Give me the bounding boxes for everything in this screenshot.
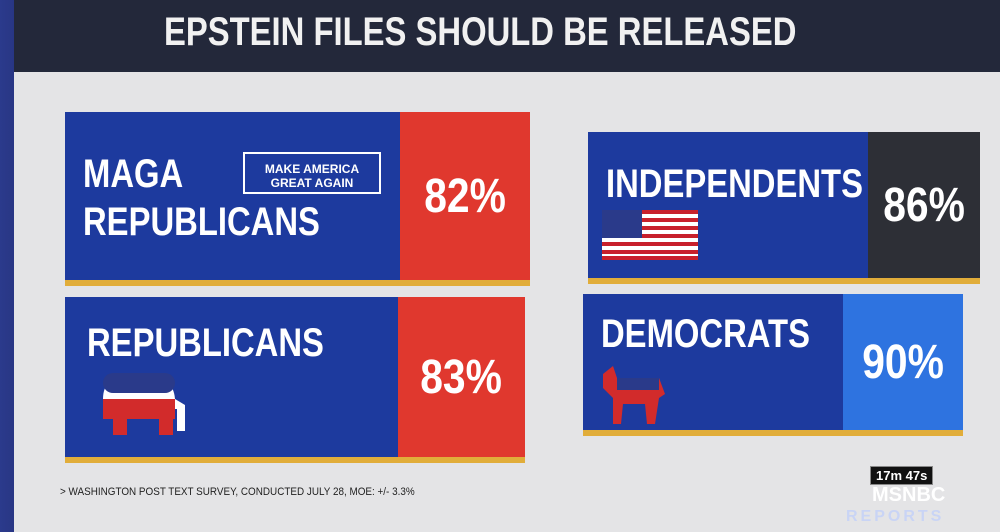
panel-label: DEMOCRATS [601,312,810,356]
value-block: 83% [398,297,525,457]
elephant-icon [103,373,185,435]
value-block: 82% [400,112,530,280]
panel-value: 86% [883,178,965,232]
panel-value: 82% [424,169,506,223]
flag-icon [602,210,698,260]
value-block: 90% [843,294,963,430]
panel-label: REPUBLICANS [87,321,324,365]
timer: 17m 47s [870,466,934,485]
panel: DEMOCRATS 90% [583,294,963,436]
maga-badge: MAKE AMERICA GREAT AGAIN [243,152,381,194]
panel: REPUBLICANS 83% [65,297,525,463]
donkey-icon [603,366,665,424]
panel: MAGA REPUBLICANS MAKE AMERICA GREAT AGAI… [65,112,530,286]
panel-value: 83% [420,350,503,404]
source-note: > WASHINGTON POST TEXT SURVEY, CONDUCTED… [60,486,415,498]
panel-label: INDEPENDENTS [606,162,863,206]
show-name: REPORTS [846,508,945,525]
network-logo: MSNBC [872,484,946,506]
value-block: 86% [868,132,980,278]
panel: INDEPENDENTS 86% [588,132,980,284]
panel-label: MAGA [83,152,184,196]
title: EPSTEIN FILES SHOULD BE RELEASED [164,10,797,54]
title-bar: EPSTEIN FILES SHOULD BE RELEASED [14,0,1000,72]
panel-label: REPUBLICANS [83,200,320,244]
panel-value: 90% [862,335,944,389]
